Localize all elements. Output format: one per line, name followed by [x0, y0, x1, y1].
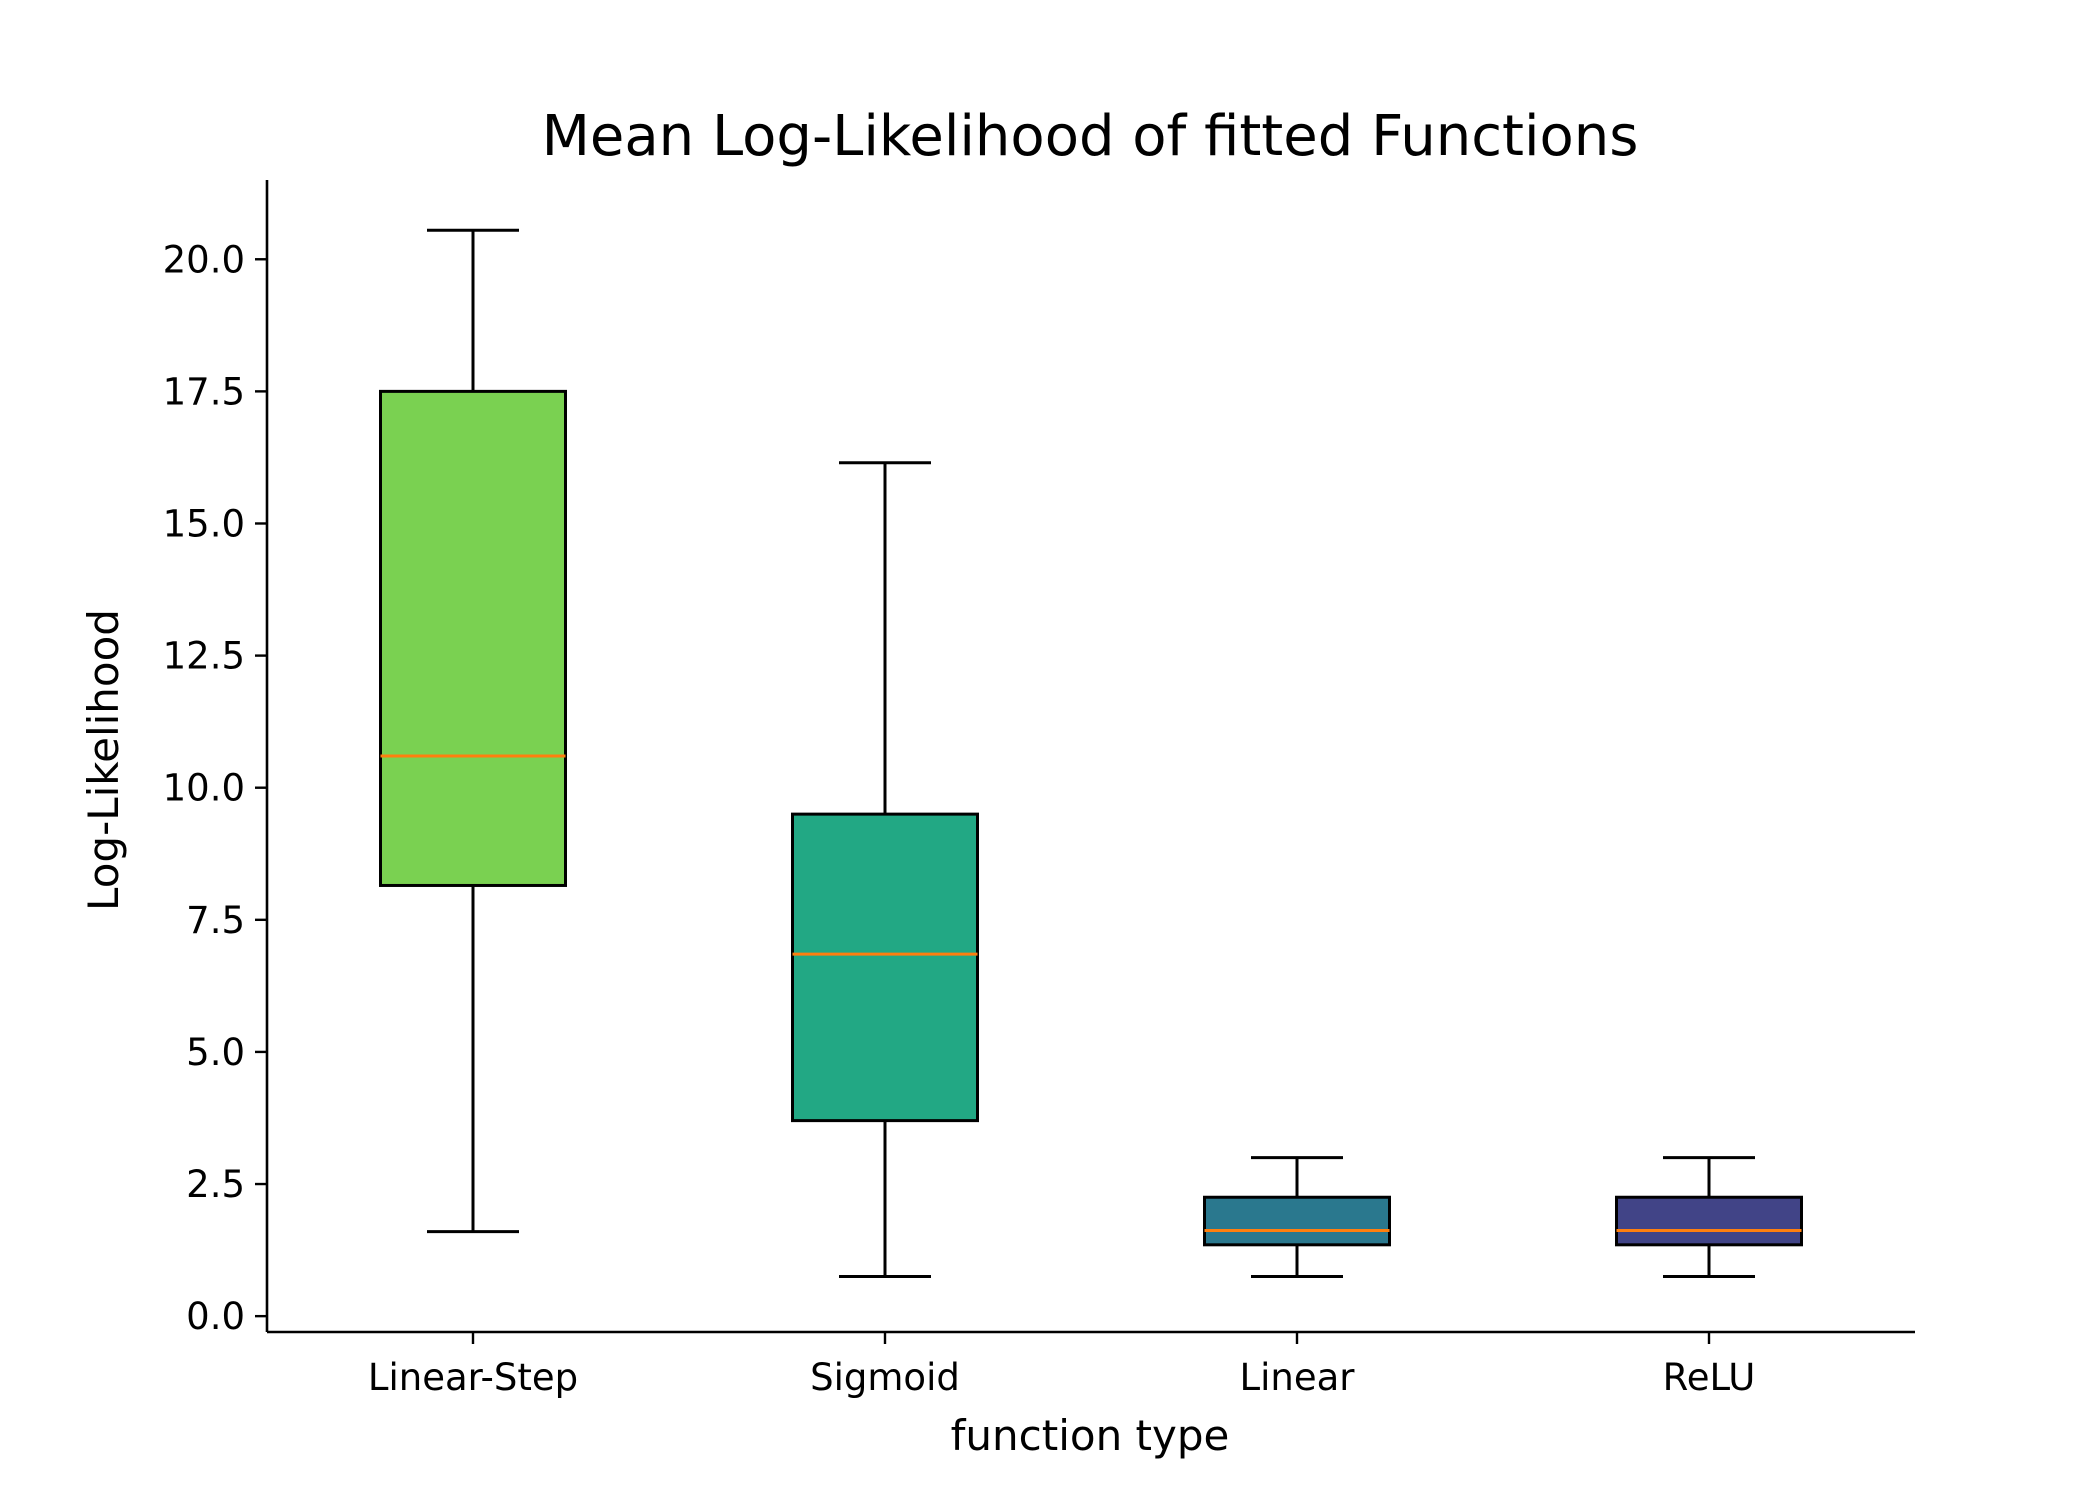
x-tick-label: Linear	[1240, 1356, 1356, 1399]
y-tick-label: 10.0	[163, 767, 245, 810]
plot-area: 0.0 2.5 5.0 7.5 10.0 12.5 15.0 17.5 20.0 Linear-S…	[163, 180, 1915, 1399]
x-axis-label: function type	[951, 1411, 1230, 1460]
y-axis-label: Log-Likelihood	[79, 609, 128, 911]
y-tick-label: 15.0	[163, 502, 245, 545]
y-tick-label: 2.5	[186, 1163, 245, 1206]
x-tick-label: ReLU	[1663, 1356, 1756, 1399]
box-sigmoid	[791, 812, 979, 1123]
y-tick-label: 7.5	[186, 899, 245, 942]
x-tick-label: Linear-Step	[368, 1356, 578, 1399]
y-tick-label: 5.0	[186, 1031, 245, 1074]
box-linear	[1203, 1195, 1391, 1247]
x-tick-label: Sigmoid	[810, 1356, 960, 1399]
y-tick-label: 0.0	[186, 1295, 245, 1338]
box-relu	[1615, 1195, 1803, 1247]
y-tick-label: 17.5	[163, 370, 245, 413]
chart-title: Mean Log-Likelihood of fitted Functions	[542, 104, 1639, 169]
box-linear-step	[379, 389, 567, 887]
y-tick-label: 20.0	[163, 238, 245, 281]
y-tick-label: 12.5	[163, 635, 245, 678]
